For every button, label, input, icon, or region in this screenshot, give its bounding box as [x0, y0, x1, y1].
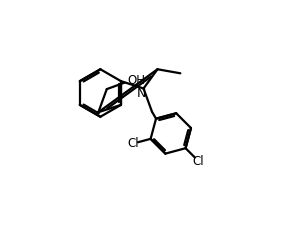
Text: Cl: Cl: [193, 155, 204, 168]
Text: N: N: [137, 87, 147, 100]
Text: OH: OH: [127, 74, 146, 87]
Text: Cl: Cl: [127, 137, 139, 150]
